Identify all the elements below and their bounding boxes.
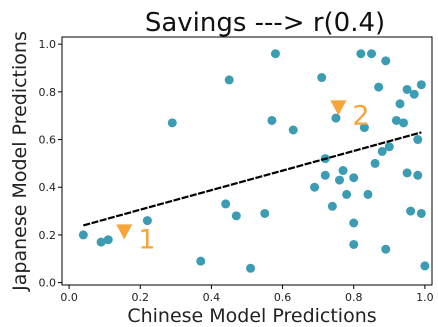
data-point bbox=[381, 56, 391, 66]
x-tick-label: 0.2 bbox=[132, 291, 150, 304]
data-point bbox=[395, 99, 405, 109]
data-point bbox=[349, 239, 359, 249]
data-point bbox=[96, 237, 106, 247]
data-point bbox=[402, 168, 412, 178]
data-point bbox=[374, 82, 384, 92]
data-point bbox=[420, 261, 430, 271]
data-point bbox=[370, 158, 380, 168]
x-tick-label: 0.4 bbox=[203, 291, 221, 304]
data-point bbox=[402, 84, 412, 94]
y-tick-label: 0.4 bbox=[39, 181, 57, 194]
data-point bbox=[231, 211, 241, 221]
data-point bbox=[288, 125, 298, 135]
data-point bbox=[224, 75, 234, 85]
data-point bbox=[356, 49, 366, 59]
data-point bbox=[260, 208, 270, 218]
annotation-label: 1 bbox=[138, 224, 155, 255]
data-point bbox=[413, 135, 423, 145]
plot-frame bbox=[61, 36, 433, 286]
y-tick-label: 1.0 bbox=[39, 38, 57, 51]
annotation-marker bbox=[330, 100, 347, 116]
data-point bbox=[246, 263, 256, 273]
data-point bbox=[167, 118, 177, 128]
y-tick-label: 0.8 bbox=[39, 86, 57, 99]
data-point bbox=[338, 166, 348, 176]
x-tick-label: 0.6 bbox=[274, 291, 292, 304]
data-point bbox=[317, 73, 327, 83]
data-point bbox=[409, 89, 419, 99]
data-point bbox=[310, 182, 320, 192]
data-point bbox=[342, 189, 352, 199]
x-tick-label: 0.0 bbox=[60, 291, 78, 304]
y-tick-label: 0.6 bbox=[39, 134, 57, 147]
data-point bbox=[416, 80, 426, 90]
data-point bbox=[413, 170, 423, 180]
chart-title: Savings ---> r(0.4) bbox=[145, 8, 385, 38]
annotation-marker bbox=[116, 224, 133, 240]
data-point bbox=[363, 189, 373, 199]
y-tick-label: 0.2 bbox=[39, 229, 57, 242]
x-tick-label: 0.8 bbox=[345, 291, 363, 304]
data-point bbox=[381, 244, 391, 254]
x-tick-label: 1.0 bbox=[416, 291, 434, 304]
data-point bbox=[399, 118, 409, 128]
plot-area: 0.0 0.2 0.4 0.6 0.8 1.0 0.0 0.2 0.4 0.6 0.8 1.0 1 2 bbox=[39, 36, 434, 304]
data-point bbox=[327, 201, 337, 211]
data-point bbox=[335, 175, 344, 185]
data-point bbox=[331, 113, 341, 123]
y-tick-label: 0.0 bbox=[39, 277, 57, 290]
data-point bbox=[142, 216, 152, 226]
data-point bbox=[267, 115, 277, 125]
data-point bbox=[349, 218, 359, 228]
data-point bbox=[270, 49, 280, 59]
data-point bbox=[221, 199, 231, 209]
data-point bbox=[391, 115, 401, 125]
data-point bbox=[377, 146, 387, 156]
data-point bbox=[384, 142, 394, 152]
data-point bbox=[320, 170, 330, 180]
y-axis-label: Japanese Model Predictions bbox=[9, 31, 31, 292]
data-point bbox=[406, 206, 416, 216]
data-point bbox=[349, 173, 359, 183]
trend-line bbox=[83, 131, 422, 227]
data-point bbox=[78, 230, 88, 240]
data-point bbox=[367, 49, 377, 59]
annotation-label: 2 bbox=[352, 100, 369, 131]
data-point bbox=[359, 123, 369, 133]
data-point bbox=[416, 208, 426, 218]
data-point bbox=[196, 256, 206, 266]
x-axis-label: Chinese Model Predictions bbox=[127, 305, 376, 327]
data-point bbox=[103, 235, 113, 245]
